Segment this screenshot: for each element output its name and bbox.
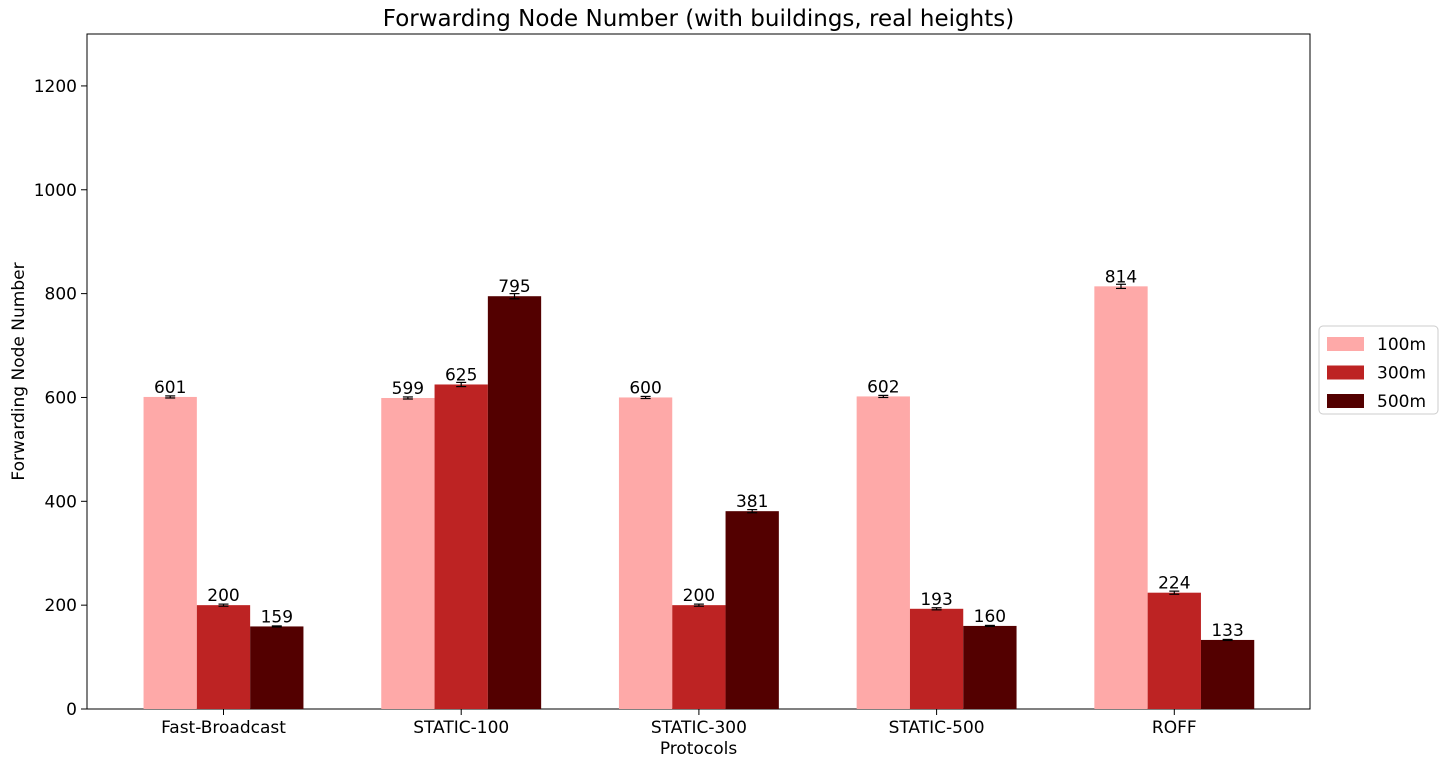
data-label: 200 <box>683 586 715 606</box>
x-tick-label: STATIC-500 <box>889 718 985 738</box>
y-tick-label: 200 <box>45 596 77 616</box>
bar <box>250 626 304 709</box>
bar <box>672 605 726 709</box>
data-label: 133 <box>1211 621 1243 641</box>
y-tick-label: 800 <box>45 285 77 305</box>
legend-label: 500m <box>1377 392 1426 412</box>
x-tick-label: Fast-Broadcast <box>161 718 286 738</box>
legend: 100m 300m 500m <box>1318 325 1439 415</box>
chart-title: Forwarding Node Number (with buildings, … <box>383 6 1014 32</box>
bar <box>434 384 488 709</box>
bar <box>909 608 964 709</box>
data-label: 224 <box>1158 574 1190 594</box>
bar <box>1094 286 1148 709</box>
y-tick-label: 1200 <box>34 77 77 97</box>
y-tick-label: 1000 <box>34 181 77 201</box>
y-axis-label: Forwarding Node Number <box>9 262 29 480</box>
data-label: 159 <box>261 607 293 627</box>
legend-swatch <box>1327 365 1364 380</box>
bar <box>618 397 673 709</box>
x-tick-label: STATIC-100 <box>413 718 509 738</box>
x-tick-label: ROFF <box>1152 718 1197 738</box>
data-label: 193 <box>920 590 952 610</box>
data-label: 814 <box>1105 267 1137 287</box>
data-label: 200 <box>207 586 239 606</box>
bar <box>963 625 1017 709</box>
data-label: 795 <box>498 277 530 297</box>
data-label: 602 <box>867 377 899 397</box>
axes: 0 200 400 600 800 1000 1200 Fast-Broadcast STATI… <box>34 33 1311 738</box>
data-label: 160 <box>974 607 1006 627</box>
bars: 601 599 600 602 814 200 625 200 193 224 159 795 381 1… <box>143 267 1255 709</box>
legend-swatch <box>1327 394 1364 408</box>
legend-label: 100m <box>1377 335 1426 355</box>
data-label: 600 <box>629 378 661 398</box>
bar <box>725 511 779 709</box>
x-axis-label: Protocols <box>660 739 738 758</box>
y-tick-label: 0 <box>66 700 77 720</box>
x-tick-label: STATIC-300 <box>651 718 747 738</box>
bar <box>487 296 542 709</box>
legend-label: 300m <box>1377 364 1426 384</box>
bar <box>1147 592 1201 709</box>
data-label: 601 <box>154 378 186 398</box>
bar <box>1200 639 1255 709</box>
bar <box>143 396 197 709</box>
bar <box>856 396 910 709</box>
bar <box>196 605 251 709</box>
y-tick-label: 600 <box>45 388 77 408</box>
y-tick-label: 400 <box>45 492 77 512</box>
legend-swatch <box>1327 337 1364 351</box>
bar <box>381 397 435 709</box>
data-label: 625 <box>445 365 477 385</box>
data-label: 381 <box>736 492 768 512</box>
data-label: 599 <box>392 379 424 399</box>
